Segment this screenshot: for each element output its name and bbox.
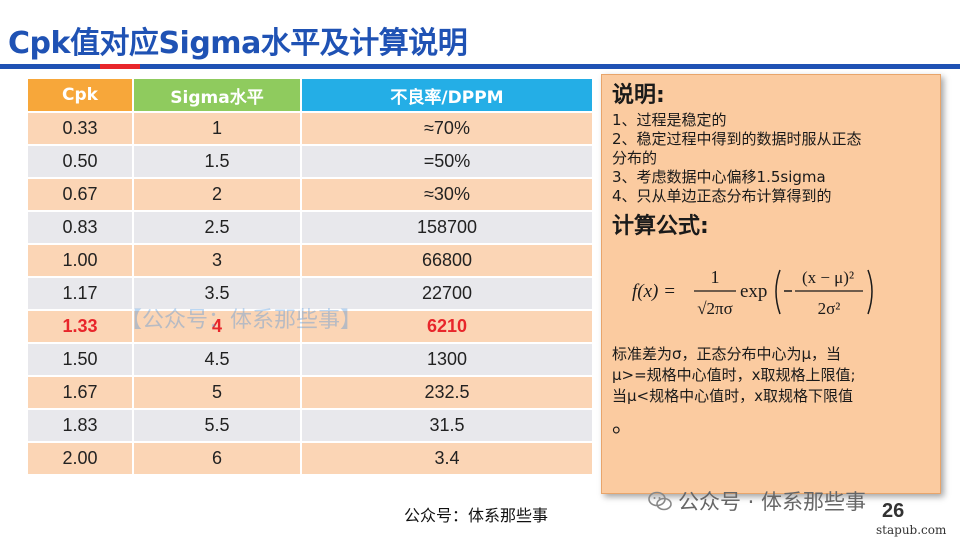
cell-cpk: 0.67	[26, 177, 134, 212]
cell-dppm: 232.5	[300, 375, 594, 410]
cell-sigma: 2.5	[132, 210, 302, 245]
wechat-account-watermark: 公众号 · 体系那些事	[648, 486, 866, 516]
cell-dppm: 31.5	[300, 408, 594, 443]
cell-dppm: 6210	[300, 309, 594, 344]
cell-cpk: 2.00	[26, 441, 134, 476]
table-row: 1.00 3 66800	[26, 243, 594, 278]
cell-sigma: 1	[132, 111, 302, 146]
cell-sigma: 4.5	[132, 342, 302, 377]
cell-cpk: 1.83	[26, 408, 134, 443]
cell-sigma: 1.5	[132, 144, 302, 179]
formula-description: 标准差为σ，正态分布中心为μ，当 μ>=规格中心值时，x取规格上限值; 当μ<规…	[612, 344, 930, 407]
cell-cpk: 1.67	[26, 375, 134, 410]
formula-inner-denominator: 2σ²	[818, 299, 841, 318]
table-row: 1.83 5.5 31.5	[26, 408, 594, 443]
cell-dppm: ≈30%	[300, 177, 594, 212]
header-sigma-level: Sigma水平	[132, 77, 302, 113]
cell-dppm: 22700	[300, 276, 594, 311]
cell-cpk: 0.33	[26, 111, 134, 146]
cell-sigma: 6	[132, 441, 302, 476]
cell-sigma: 3	[132, 243, 302, 278]
cell-cpk: 1.33	[26, 309, 134, 344]
cell-sigma: 5.5	[132, 408, 302, 443]
cell-cpk: 0.50	[26, 144, 134, 179]
table-row-highlighted: 1.33 4 6210	[26, 309, 594, 344]
cell-sigma: 2	[132, 177, 302, 212]
source-caption: 公众号：体系那些事	[404, 506, 549, 525]
cell-dppm: ≈70%	[300, 111, 594, 146]
cell-cpk: 0.83	[26, 210, 134, 245]
formula-denominator: √2πσ	[697, 299, 733, 318]
header-cpk: Cpk	[26, 77, 134, 113]
cell-dppm: =50%	[300, 144, 594, 179]
cell-dppm: 158700	[300, 210, 594, 245]
description-line: 当μ<规格中心值时，x取规格下限值	[612, 387, 853, 405]
cell-cpk: 1.00	[26, 243, 134, 278]
cell-dppm: 3.4	[300, 441, 594, 476]
table-header-row: Cpk Sigma水平 不良率/DPPM	[26, 77, 594, 113]
cpk-sigma-table: Cpk Sigma水平 不良率/DPPM 0.33 1 ≈70% 0.50 1.…	[26, 77, 594, 476]
formula-numerator: 1	[711, 267, 720, 287]
formula-lhs: f(x) =	[632, 281, 676, 302]
table-row: 1.67 5 232.5	[26, 375, 594, 410]
cell-sigma: 5	[132, 375, 302, 410]
page-number: 26	[882, 500, 905, 522]
cell-cpk: 1.50	[26, 342, 134, 377]
title-divider	[0, 64, 960, 69]
table-row: 1.50 4.5 1300	[26, 342, 594, 377]
cell-sigma: 3.5	[132, 276, 302, 311]
normal-distribution-formula: f(x) = 1 √2πσ exp (x − μ)² 2σ²	[632, 267, 873, 318]
cell-dppm: 1300	[300, 342, 594, 377]
note-line: 4、只从单边正态分布计算得到的	[612, 187, 832, 205]
note-line: 分布的	[612, 149, 658, 167]
note-line: 1、过程是稳定的	[612, 111, 727, 129]
account-name: 公众号 · 体系那些事	[678, 490, 867, 514]
header-dppm: 不良率/DPPM	[300, 77, 594, 113]
note-line: 3、考虑数据中心偏移1.5sigma	[612, 168, 826, 186]
cell-cpk: 1.17	[26, 276, 134, 311]
table-row: 0.67 2 ≈30%	[26, 177, 594, 212]
description-line: 标准差为σ，正态分布中心为μ，当	[612, 345, 842, 363]
note-line: 2、稳定过程中得到的数据时服从正态	[612, 130, 862, 148]
explanation-panel: 说明: 1、过程是稳定的 2、稳定过程中得到的数据时服从正态 分布的 3、考虑数…	[601, 74, 941, 494]
table-row: 2.00 6 3.4	[26, 441, 594, 476]
wechat-icon	[648, 491, 672, 511]
formula-heading: 计算公式:	[612, 214, 709, 239]
formula-inner-numerator: (x − μ)²	[802, 268, 854, 287]
site-watermark: stapub.com	[876, 523, 947, 537]
cell-dppm: 66800	[300, 243, 594, 278]
cell-sigma: 4	[132, 309, 302, 344]
description-line: μ>=规格中心值时，x取规格上限值;	[612, 366, 856, 384]
table-row: 1.17 3.5 22700	[26, 276, 594, 311]
table-row: 0.83 2.5 158700	[26, 210, 594, 245]
table-row: 0.50 1.5 =50%	[26, 144, 594, 179]
note-heading: 说明:	[612, 83, 665, 108]
table-row: 0.33 1 ≈70%	[26, 111, 594, 146]
description-tail: 。	[612, 413, 635, 438]
formula-exp: exp	[740, 281, 767, 302]
slide-title: Cpk值对应Sigma水平及计算说明	[8, 26, 468, 61]
